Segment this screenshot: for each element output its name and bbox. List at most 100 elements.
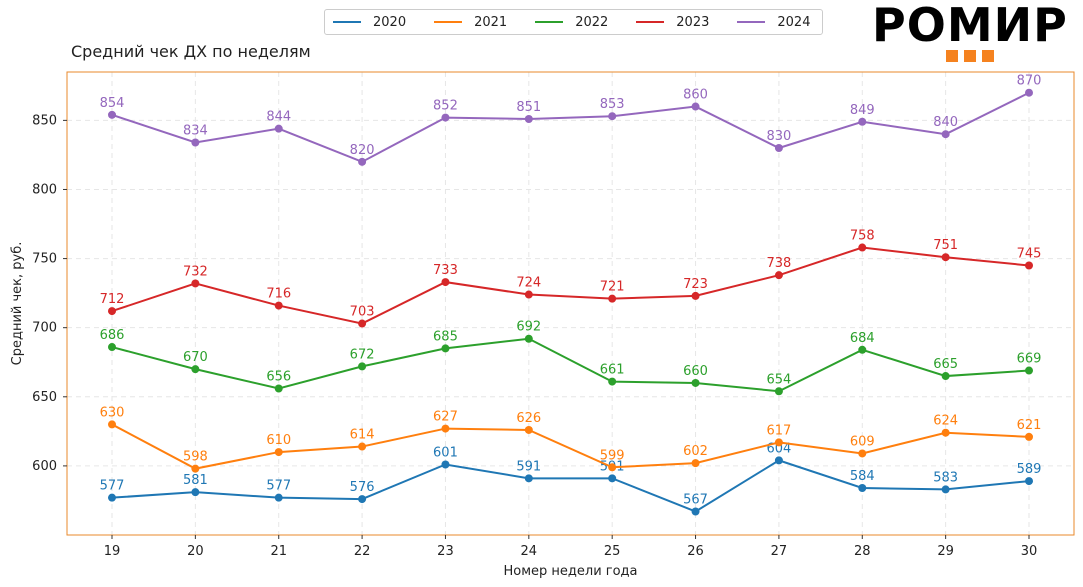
- data-point-2024: [858, 117, 867, 126]
- data-point-2021: [941, 428, 950, 437]
- data-point-2020: [608, 474, 617, 483]
- x-tick-label: 25: [604, 544, 621, 559]
- data-label-2021: 610: [266, 433, 291, 448]
- series-line-2023: [111, 246, 1030, 325]
- series-line-2024: [111, 91, 1030, 163]
- x-tick-label: 23: [437, 544, 454, 559]
- data-label-2023: 716: [266, 287, 291, 302]
- data-point-2023: [441, 278, 450, 287]
- romir-logo: РОМИР: [872, 0, 1068, 66]
- legend-item-2022: 2022: [535, 15, 608, 30]
- x-tick-label: 29: [937, 544, 954, 559]
- x-tick-label: 22: [354, 544, 371, 559]
- legend-label: 2020: [373, 14, 407, 30]
- y-tick-label: 750: [32, 252, 57, 267]
- data-point-2021: [108, 420, 116, 429]
- data-label-2022: 660: [683, 364, 708, 379]
- data-point-2024: [691, 102, 700, 111]
- data-label-2020: 583: [933, 470, 958, 485]
- x-tick-label: 27: [771, 544, 788, 559]
- data-label-2023: 751: [933, 238, 958, 253]
- data-point-2022: [441, 344, 450, 353]
- data-label-2024: 834: [183, 123, 208, 138]
- data-point-2022: [691, 378, 700, 387]
- data-point-2024: [1025, 88, 1033, 97]
- logo-square: [982, 50, 994, 62]
- data-label-2020: 591: [516, 459, 541, 474]
- data-label-2024: 840: [933, 115, 958, 130]
- data-label-2022: 665: [933, 357, 958, 372]
- data-point-2020: [1025, 477, 1033, 486]
- legend-item-2024: 2024: [737, 15, 810, 30]
- data-label-2020: 577: [100, 479, 125, 494]
- data-label-2021: 617: [766, 423, 791, 438]
- data-point-2021: [774, 438, 783, 447]
- data-label-2022: 686: [100, 328, 125, 343]
- data-point-2021: [524, 425, 533, 434]
- data-label-2022: 684: [850, 331, 875, 346]
- data-label-2022: 654: [766, 372, 791, 387]
- data-label-2023: 758: [850, 229, 875, 244]
- data-label-2023: 724: [516, 276, 541, 291]
- logo-text: РОМИР: [872, 0, 1068, 52]
- data-point-2022: [358, 362, 367, 371]
- data-point-2024: [441, 113, 450, 122]
- data-point-2022: [1025, 366, 1033, 375]
- plot-frame: [66, 71, 1075, 536]
- data-label-2023: 703: [350, 305, 375, 320]
- logo-square: [964, 50, 976, 62]
- data-label-2021: 599: [600, 448, 625, 463]
- series-line-2022: [111, 337, 1030, 393]
- data-point-2024: [524, 114, 533, 123]
- legend: 2020 2021 2022 2023 2024: [324, 9, 824, 35]
- data-label-2020: 567: [683, 493, 708, 508]
- x-tick-label: 21: [270, 544, 287, 559]
- data-point-2022: [108, 343, 116, 352]
- data-label-2024: 849: [850, 103, 875, 118]
- legend-swatch: [737, 21, 766, 23]
- data-point-2024: [108, 110, 116, 119]
- data-label-2020: 581: [183, 473, 208, 488]
- data-label-2023: 721: [600, 280, 625, 295]
- data-point-2024: [941, 130, 950, 139]
- y-tick-label: 700: [32, 321, 57, 336]
- data-point-2021: [1025, 432, 1033, 441]
- data-label-2024: 854: [100, 96, 125, 111]
- data-label-2024: 853: [600, 97, 625, 112]
- data-point-2020: [524, 474, 533, 483]
- data-point-2024: [774, 144, 783, 153]
- data-point-2024: [608, 112, 617, 121]
- data-point-2020: [441, 460, 450, 469]
- y-tick-label: 800: [32, 182, 57, 197]
- data-label-2024: 852: [433, 99, 458, 114]
- data-label-2024: 851: [516, 100, 541, 115]
- data-label-2021: 602: [683, 444, 708, 459]
- x-tick-label: 26: [687, 544, 704, 559]
- data-point-2020: [858, 484, 867, 493]
- series-line-2020: [111, 459, 1030, 513]
- data-label-2022: 661: [600, 363, 625, 378]
- data-point-2021: [608, 463, 617, 472]
- data-point-2020: [358, 495, 367, 504]
- data-label-2020: 604: [766, 441, 791, 456]
- data-point-2022: [191, 365, 200, 374]
- legend-item-2021: 2021: [434, 15, 507, 30]
- data-point-2022: [774, 387, 783, 396]
- legend-swatch: [333, 21, 361, 23]
- data-label-2021: 609: [850, 434, 875, 449]
- data-label-2021: 614: [350, 428, 375, 443]
- data-label-2022: 669: [1017, 352, 1042, 367]
- data-label-2023: 723: [683, 277, 708, 292]
- data-label-2021: 624: [933, 414, 958, 429]
- data-point-2023: [691, 291, 700, 300]
- data-label-2024: 860: [683, 88, 708, 103]
- data-point-2023: [108, 307, 116, 316]
- chart-title: Средний чек ДХ по неделям: [71, 42, 311, 61]
- data-label-2021: 627: [433, 410, 458, 425]
- data-point-2023: [191, 279, 200, 288]
- x-tick-label: 28: [854, 544, 871, 559]
- data-label-2020: 576: [350, 480, 375, 495]
- data-point-2020: [274, 493, 283, 502]
- data-point-2023: [1025, 261, 1033, 270]
- legend-item-2023: 2023: [636, 15, 709, 30]
